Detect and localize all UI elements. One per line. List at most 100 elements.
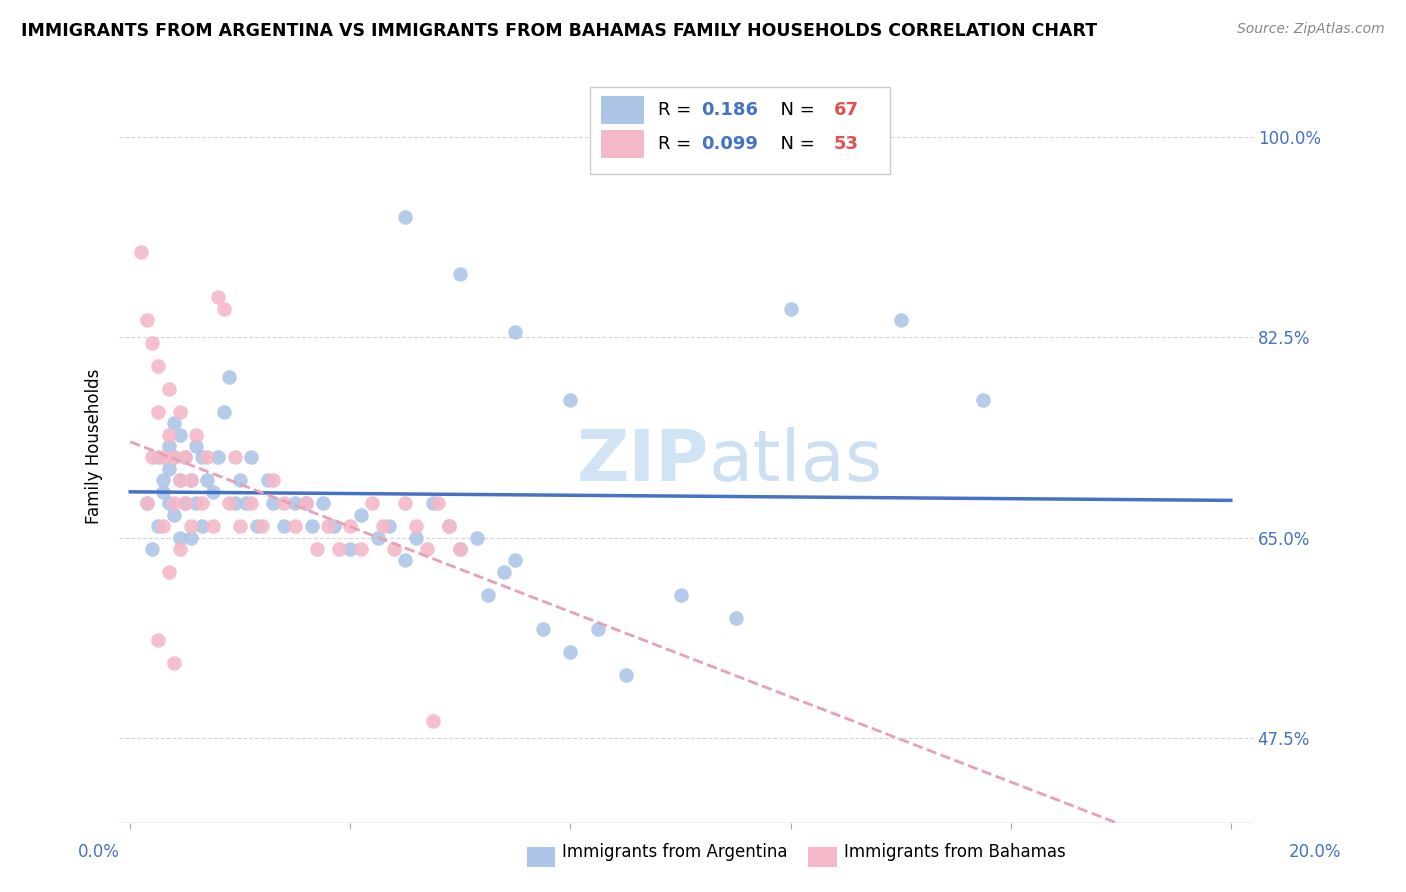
- Point: [669, 588, 692, 602]
- Point: [229, 519, 252, 533]
- Point: [427, 496, 450, 510]
- FancyBboxPatch shape: [600, 130, 644, 158]
- Point: [405, 519, 427, 533]
- Point: [141, 450, 163, 465]
- Point: [207, 450, 229, 465]
- Point: [235, 496, 257, 510]
- Text: 20.0%: 20.0%: [1288, 843, 1341, 861]
- Point: [180, 473, 202, 487]
- Point: [422, 714, 444, 728]
- Point: [224, 496, 246, 510]
- Point: [169, 541, 191, 556]
- Point: [378, 519, 401, 533]
- Point: [186, 427, 208, 442]
- Point: [157, 462, 180, 476]
- FancyBboxPatch shape: [589, 87, 890, 174]
- Point: [152, 450, 174, 465]
- Point: [273, 519, 295, 533]
- Point: [152, 484, 174, 499]
- Text: 0.186: 0.186: [700, 101, 758, 119]
- Point: [477, 588, 499, 602]
- Point: [169, 531, 191, 545]
- Point: [449, 541, 471, 556]
- Point: [361, 496, 384, 510]
- Point: [163, 450, 186, 465]
- Point: [724, 610, 747, 624]
- Text: N =: N =: [769, 101, 820, 119]
- Point: [180, 519, 202, 533]
- Point: [191, 519, 214, 533]
- Point: [367, 531, 389, 545]
- Point: [252, 519, 274, 533]
- Text: 0.099: 0.099: [700, 135, 758, 153]
- Point: [195, 473, 218, 487]
- Point: [531, 622, 554, 636]
- Point: [350, 541, 373, 556]
- FancyBboxPatch shape: [600, 96, 644, 124]
- Point: [135, 313, 157, 327]
- Point: [394, 211, 416, 225]
- Point: [295, 496, 318, 510]
- Text: 67: 67: [834, 101, 859, 119]
- Text: Immigrants from Argentina: Immigrants from Argentina: [562, 843, 787, 861]
- Point: [212, 301, 235, 316]
- Point: [201, 484, 224, 499]
- Point: [186, 439, 208, 453]
- Point: [229, 473, 252, 487]
- Point: [169, 473, 191, 487]
- Point: [262, 496, 284, 510]
- Point: [135, 496, 157, 510]
- Point: [312, 496, 335, 510]
- Text: ZIP: ZIP: [576, 426, 709, 496]
- Point: [384, 541, 406, 556]
- Point: [439, 519, 461, 533]
- Point: [169, 473, 191, 487]
- Point: [560, 645, 582, 659]
- Point: [201, 519, 224, 533]
- Text: 0.0%: 0.0%: [77, 843, 120, 861]
- Point: [195, 450, 218, 465]
- Point: [152, 473, 174, 487]
- Point: [262, 473, 284, 487]
- Point: [152, 519, 174, 533]
- Point: [163, 450, 186, 465]
- Text: R =: R =: [658, 135, 697, 153]
- Text: atlas: atlas: [709, 426, 883, 496]
- Point: [212, 405, 235, 419]
- Point: [373, 519, 395, 533]
- Point: [350, 508, 373, 522]
- Point: [157, 382, 180, 396]
- Point: [328, 541, 350, 556]
- Point: [174, 450, 197, 465]
- Point: [207, 290, 229, 304]
- Point: [174, 450, 197, 465]
- Point: [163, 657, 186, 671]
- Point: [439, 519, 461, 533]
- Point: [284, 496, 307, 510]
- Point: [146, 633, 169, 648]
- Text: 53: 53: [834, 135, 859, 153]
- Point: [240, 450, 263, 465]
- Y-axis label: Family Households: Family Households: [86, 368, 103, 524]
- Point: [174, 496, 197, 510]
- Point: [307, 541, 329, 556]
- Point: [146, 450, 169, 465]
- Point: [586, 622, 609, 636]
- Point: [146, 405, 169, 419]
- Point: [169, 405, 191, 419]
- Point: [174, 496, 197, 510]
- Point: [449, 268, 471, 282]
- Point: [180, 531, 202, 545]
- Point: [169, 427, 191, 442]
- Point: [186, 496, 208, 510]
- Point: [163, 508, 186, 522]
- Point: [273, 496, 295, 510]
- Point: [257, 473, 280, 487]
- Point: [339, 541, 361, 556]
- Point: [405, 531, 427, 545]
- Point: [157, 427, 180, 442]
- Point: [890, 313, 912, 327]
- Point: [163, 416, 186, 430]
- Point: [141, 541, 163, 556]
- Text: R =: R =: [658, 101, 697, 119]
